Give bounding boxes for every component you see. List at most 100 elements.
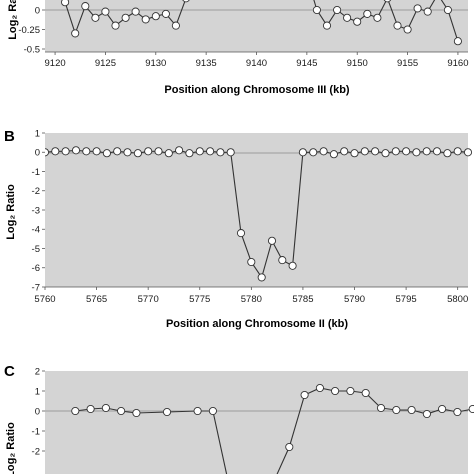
panel-b-data-point — [51, 147, 60, 156]
panel-b-data-point — [309, 148, 318, 157]
panel-b-data-point — [288, 261, 297, 270]
panel-b-data-point — [226, 148, 235, 157]
panel-b-data-point — [278, 256, 287, 265]
panel-a-series-line — [313, 0, 459, 42]
panel-c-data-point — [208, 406, 217, 416]
panel-b-ytick-label: -6 — [32, 263, 40, 274]
panel-a-data-point — [121, 13, 130, 22]
panel-a-data-point — [333, 5, 342, 15]
panel-a-data-point — [423, 7, 432, 16]
panel-b-data-point — [92, 147, 101, 156]
panel-a-data-point — [171, 21, 180, 30]
panel-c-data-point — [162, 407, 172, 417]
panel-a-data-point — [101, 7, 110, 16]
panel-a: Log₂ Ratio 0-0.25-0.5 9120 9125 9130 9135 91… — [7, 0, 468, 96]
panel-b-ytick-label: -3 — [32, 205, 40, 216]
panel-a-ylabel: Log₂ Ratio — [7, 0, 19, 40]
panel-b-series — [45, 146, 473, 282]
panel-c-data-point — [331, 386, 340, 396]
panel-b-ytick-label: -5 — [32, 244, 40, 255]
panel-a-xtick-label: 9140 — [246, 58, 267, 69]
panel-c-data-point — [300, 390, 309, 400]
panel-b-xtick-label: 5795 — [396, 294, 417, 305]
panel-c-series — [71, 383, 474, 474]
panel-a-data-point — [343, 13, 352, 22]
panel-a-data-point — [453, 37, 462, 46]
panel-a-data-point — [393, 21, 402, 30]
panel-b-data-point — [350, 149, 359, 158]
panel-a-data-point — [131, 7, 140, 16]
panel-a-data-point — [81, 2, 90, 11]
panel-b-data-point — [340, 147, 349, 156]
panel-b-data-point — [195, 147, 204, 156]
panel-a-xtick-label: 9130 — [145, 58, 166, 69]
panel-b-y-ticks: 1 0 -1 -2 -3 -4 -5 -6 -7 — [32, 128, 45, 293]
panel-a-ytick-label: -0.25 — [18, 25, 40, 36]
panel-b-data-point — [82, 147, 91, 156]
panel-a-x-ticks: 9120 9125 9130 9135 9140 9145 9150 9155 9160 — [45, 52, 468, 69]
panel-c-ytick-label: 0 — [35, 406, 40, 417]
panel-b-x-ticks: 5760 5765 5770 5775 5780 5785 5790 5795 5800 — [34, 287, 468, 305]
panel-c-data-point — [392, 405, 401, 415]
panel-a-data-point — [91, 13, 100, 22]
panel-a-data-point — [353, 17, 362, 26]
panel-b-data-point — [412, 148, 421, 157]
panel-c-data-point — [361, 388, 370, 398]
panel-c-ytick-label: 1 — [35, 386, 40, 397]
panel-a-data-point — [111, 21, 120, 30]
panel-a-data-point — [413, 4, 422, 13]
panel-c-data-point — [315, 383, 324, 393]
panel-b-data-point — [206, 147, 215, 156]
panel-a-xtick-label: 9160 — [447, 58, 468, 69]
panel-c-data-point — [407, 405, 416, 415]
panel-c-data-point — [376, 403, 386, 413]
panel-b-xtick-label: 5785 — [292, 294, 313, 305]
panel-c-data-point — [285, 442, 294, 452]
panel-b-data-point — [133, 149, 142, 158]
panel-a-data-point — [443, 5, 452, 15]
panel-a-xtick-label: 9120 — [45, 58, 66, 69]
panel-c-data-point — [422, 409, 431, 419]
panel-b-data-point — [402, 147, 411, 156]
panel-b-ytick-label: 0 — [35, 148, 40, 159]
panel-c-data-point — [117, 406, 126, 416]
panel-c-data-point — [346, 386, 355, 396]
panel-a-data-point — [151, 12, 160, 21]
panel-a-y-ticks: 0 -0.25 -0.5 — [18, 5, 45, 55]
panel-b-xlabel: Position along Chromosome II (kb) — [166, 318, 348, 330]
panel-b-data-point — [443, 149, 452, 158]
panel-b-ytick-label: -2 — [32, 186, 40, 197]
panel-b-data-point — [144, 147, 153, 156]
panel-c-ylabel: Log₂ Ratio — [5, 422, 17, 474]
panel-a-xtick-label: 9145 — [296, 58, 317, 69]
panel-b-data-point — [102, 149, 111, 158]
panel-a-data-point — [161, 9, 170, 18]
panel-b-xtick-label: 5765 — [86, 294, 107, 305]
panel-b-data-point — [422, 147, 431, 156]
panel-b-data-point — [329, 150, 338, 159]
panel-b-data-point — [247, 257, 256, 267]
panel-c-plot-area — [45, 371, 468, 474]
panel-a-xtick-label: 9150 — [347, 58, 368, 69]
panel-c-data-point — [132, 408, 141, 418]
panel-a-xtick-label: 9125 — [95, 58, 116, 69]
panel-b-data-point — [71, 146, 81, 155]
panel-b-xtick-label: 5790 — [344, 294, 365, 305]
panel-c-data-point — [438, 404, 447, 414]
panel-a-xlabel: Position along Chromosome III (kb) — [164, 84, 350, 96]
panel-c-data-point — [193, 406, 202, 416]
panel-c-ytick-label: -1 — [32, 426, 40, 437]
panel-b-data-point — [164, 149, 173, 158]
panel-b-data-point — [175, 146, 184, 155]
panel-b-xtick-label: 5775 — [189, 294, 210, 305]
panel-c-ytick-label: -2 — [32, 446, 40, 457]
panel-b-data-point — [236, 229, 246, 238]
panel-b-data-point — [61, 147, 70, 156]
panel-b-data-point — [185, 149, 194, 158]
panel-b-data-point — [391, 147, 400, 156]
panel-a-xtick-label: 9135 — [196, 58, 217, 69]
panel-b-xtick-label: 5800 — [447, 294, 468, 305]
panel-b-data-point — [371, 147, 380, 156]
panel-b-data-point — [298, 148, 307, 157]
